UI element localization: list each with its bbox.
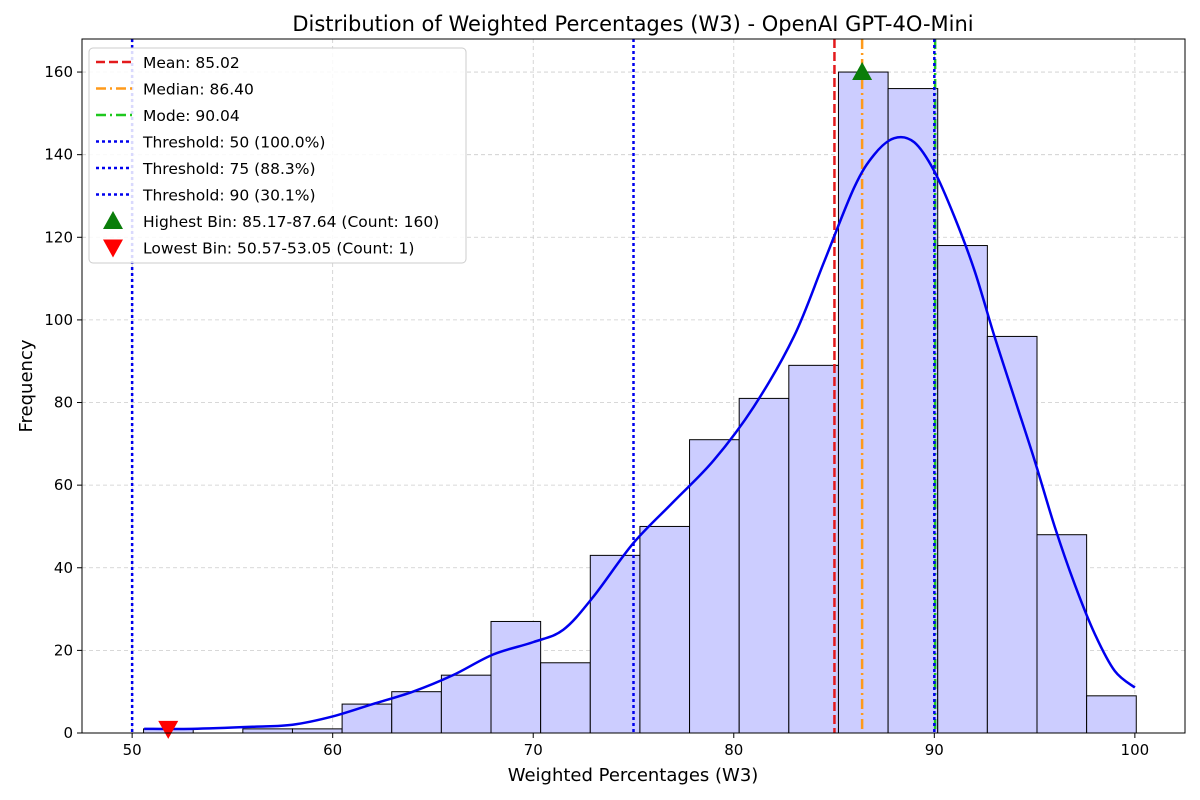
y-axis-label: Frequency [16, 339, 37, 432]
histogram-bar [391, 691, 442, 734]
y-axis-ticks: 0 20 40 60 80 100 120 140 160 [44, 63, 82, 742]
x-axis-ticks: 50 60 70 80 90 100 [123, 733, 1150, 759]
legend-entry-label: Threshold: 90 (30.1%) [142, 187, 316, 205]
histogram-bar [440, 674, 492, 734]
legend-entry-label: Lowest Bin: 50.57-53.05 (Count: 1) [143, 240, 414, 258]
legend-marker-swatch [103, 239, 123, 258]
y-tick-label: 100 [44, 311, 73, 329]
kde-curve-group [144, 135, 1136, 731]
x-tick-label: 80 [724, 741, 743, 759]
histogram-bar [788, 364, 839, 734]
legend-entry-label: Median: 86.40 [143, 81, 254, 99]
histogram-bar [589, 554, 641, 734]
histogram-bar [291, 728, 343, 734]
highest-bin-marker [852, 62, 873, 81]
legend-marker-swatch [103, 211, 123, 229]
histogram-bar [937, 245, 988, 734]
x-tick-label: 100 [1121, 741, 1150, 759]
y-tick-label: 60 [54, 476, 73, 494]
y-tick-label: 120 [44, 228, 73, 246]
bin-markers [158, 62, 873, 739]
histogram-bar [639, 525, 691, 734]
kde-curve [144, 135, 1136, 731]
legend-entry-label: Threshold: 50 (100.0%) [142, 134, 325, 152]
legend-entry-label: Highest Bin: 85.17-87.64 (Count: 160) [143, 213, 439, 231]
histogram-bar [242, 728, 293, 734]
y-tick-label: 80 [54, 394, 73, 412]
histogram-bar [1036, 534, 1088, 734]
x-tick-label: 90 [925, 741, 944, 759]
histogram-bar [986, 335, 1038, 734]
lowest-bin-marker [158, 720, 179, 739]
chart-title: Distribution of Weighted Percentages (W3… [292, 12, 973, 36]
legend-box [88, 47, 467, 264]
histogram-bar [738, 397, 790, 734]
histogram-bar [1086, 695, 1137, 734]
legend-entry-label: Mode: 90.04 [143, 107, 240, 125]
y-tick-label: 160 [44, 63, 73, 81]
y-tick-label: 140 [44, 146, 73, 164]
histogram-bar [341, 703, 393, 734]
plot-frame [81, 38, 1186, 734]
histogram-bar [490, 620, 542, 734]
histogram-bar [689, 439, 740, 734]
histogram-bar [540, 662, 591, 734]
legend: Mean: 85.02 Median: 86.40 Mode: 90.04 Thres… [88, 47, 467, 264]
y-tick-label: 0 [63, 724, 73, 742]
legend-entry-label: Mean: 85.02 [143, 54, 240, 72]
reference-lines [130, 39, 937, 733]
y-tick-label: 20 [54, 641, 73, 659]
x-tick-label: 60 [323, 741, 342, 759]
y-tick-label: 40 [54, 559, 73, 577]
x-axis-label: Weighted Percentages (W3) [508, 765, 759, 786]
x-tick-label: 50 [123, 741, 142, 759]
histogram-bars [143, 71, 1137, 734]
x-tick-label: 70 [524, 741, 543, 759]
histogram-bar [887, 88, 939, 734]
legend-entry-label: Threshold: 75 (88.3%) [142, 160, 316, 178]
